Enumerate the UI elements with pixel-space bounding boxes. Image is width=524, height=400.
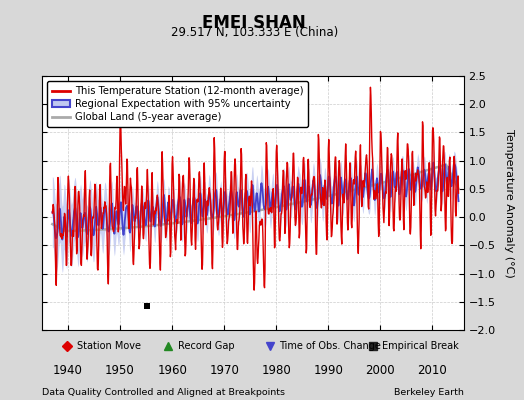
Text: 29.517 N, 103.333 E (China): 29.517 N, 103.333 E (China) [170,26,338,39]
Text: EMEI SHAN: EMEI SHAN [202,14,306,32]
Text: 1990: 1990 [313,364,343,377]
Text: Station Move: Station Move [77,341,140,351]
Text: Time of Obs. Change: Time of Obs. Change [279,341,381,351]
Text: Record Gap: Record Gap [178,341,234,351]
Text: 2010: 2010 [418,364,447,377]
Text: Empirical Break: Empirical Break [383,341,459,351]
Text: Data Quality Controlled and Aligned at Breakpoints: Data Quality Controlled and Aligned at B… [42,388,285,397]
Text: 1960: 1960 [157,364,187,377]
Legend: This Temperature Station (12-month average), Regional Expectation with 95% uncer: This Temperature Station (12-month avera… [47,81,309,127]
Text: 1940: 1940 [53,364,83,377]
Text: 1980: 1980 [261,364,291,377]
Y-axis label: Temperature Anomaly (°C): Temperature Anomaly (°C) [504,129,514,277]
Text: 2000: 2000 [366,364,395,377]
Text: 1950: 1950 [105,364,135,377]
Text: Berkeley Earth: Berkeley Earth [394,388,464,397]
Text: 1970: 1970 [209,364,239,377]
